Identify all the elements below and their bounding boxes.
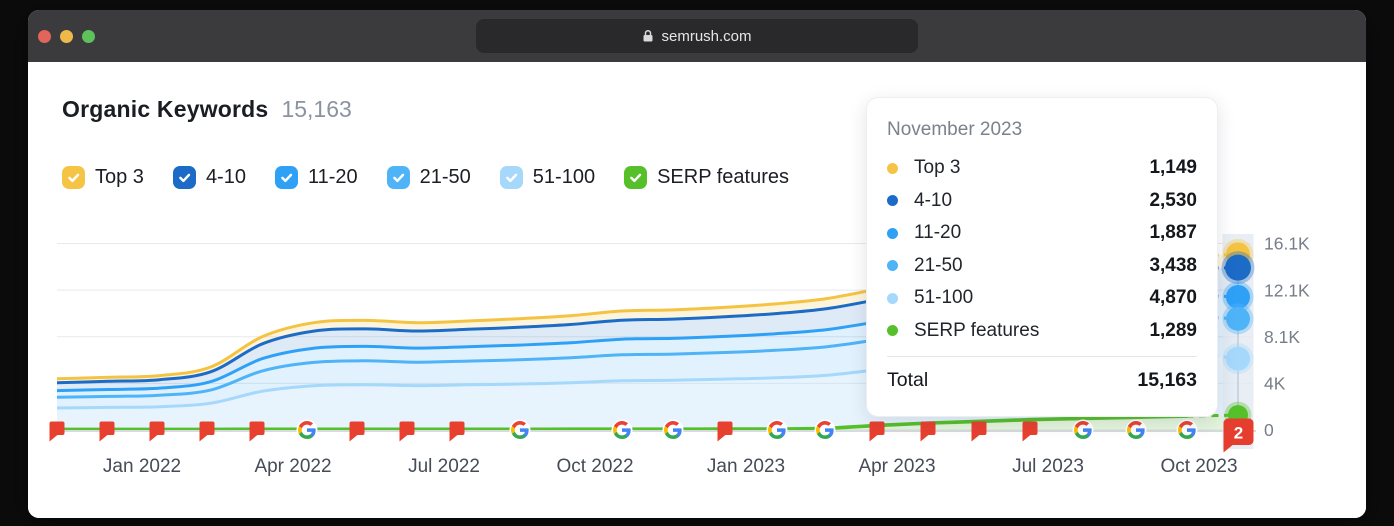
window-controls [38, 10, 95, 62]
keywords-total-count: 15,163 [281, 96, 352, 122]
legend-label: 4-10 [205, 166, 246, 188]
lock-icon [643, 29, 653, 42]
x-axis-tick-label: Jan 2023 [707, 456, 785, 477]
note-flag-icon[interactable] [399, 421, 415, 442]
svg-text:2: 2 [1234, 423, 1243, 442]
note-flag-icon[interactable] [99, 421, 115, 442]
series-dot-icon [887, 162, 898, 174]
legend-label: 21-50 [419, 166, 471, 188]
note-flag-icon[interactable] [1022, 421, 1038, 442]
y-axis-tick-label: 16.1K [1264, 234, 1310, 254]
tooltip-row: 21-50 3,438 [885, 250, 1197, 283]
legend-item-top-3[interactable]: Top 3 [62, 166, 144, 189]
note-flag-icon[interactable] [920, 421, 936, 442]
legend-label: SERP features [657, 166, 790, 188]
note-flag-icon[interactable] [349, 421, 365, 442]
legend-label: 11-20 [307, 166, 358, 188]
google-update-icon[interactable] [1072, 419, 1094, 441]
note-flag-icon[interactable] [49, 421, 65, 442]
checkbox-checked-icon[interactable] [62, 166, 85, 189]
checkbox-checked-icon[interactable] [274, 166, 298, 189]
legend-item-4-10[interactable]: 4-10 [172, 166, 246, 189]
x-axis-tick-label: Jul 2022 [408, 456, 480, 477]
legend-label: 51-100 [532, 166, 596, 188]
hover-point-marker-51-100 [1222, 343, 1254, 375]
hover-point-marker-4-10 [1221, 251, 1255, 285]
x-axis-tick-label: Oct 2022 [556, 456, 633, 477]
tooltip-total-row: Total 15,163 [887, 369, 1197, 391]
chart-legend: Top 3 4-10 11-20 21-50 51-100 SERP featu… [62, 166, 789, 189]
series-dot-icon [887, 325, 898, 337]
note-flag-icon[interactable] [971, 421, 987, 442]
url-text: semrush.com [661, 27, 752, 45]
hover-point-marker-11-20 [1222, 281, 1254, 313]
tooltip-month: November 2023 [887, 119, 1023, 140]
close-window-button[interactable] [38, 29, 51, 43]
legend-item-serp-features[interactable]: SERP features [624, 166, 789, 189]
google-update-icon[interactable] [509, 419, 531, 441]
tooltip-row: Top 3 1,149 [885, 152, 1197, 185]
note-flag-icon[interactable] [869, 421, 885, 442]
tooltip-row: 4-10 2,530 [885, 185, 1197, 218]
checkbox-checked-icon[interactable] [386, 166, 410, 189]
page-title: Organic Keywords [62, 96, 269, 122]
x-axis-tick-label: Oct 2023 [1160, 456, 1237, 477]
legend-item-51-100[interactable]: 51-100 [499, 166, 596, 189]
series-dot-icon [887, 195, 898, 207]
google-update-icon[interactable] [766, 419, 788, 441]
note-flag-icon[interactable] [717, 421, 733, 442]
tooltip-row: 11-20 1,887 [885, 217, 1197, 250]
y-axis-tick-label: 12.1K [1264, 280, 1310, 300]
google-update-icon[interactable] [1125, 419, 1147, 441]
y-axis-tick-label: 4K [1264, 374, 1286, 394]
chart-tooltip: November 2023 Top 3 1,149 4-10 2,530 11-… [866, 97, 1218, 417]
note-flag-icon[interactable] [149, 421, 165, 442]
y-axis-tick-label: 0 [1264, 420, 1274, 440]
legend-label: Top 3 [95, 166, 144, 188]
report-header: Organic Keywords 15,163 [62, 96, 352, 123]
google-update-icon[interactable] [662, 419, 684, 441]
tooltip-row: SERP features 1,289 [885, 315, 1197, 348]
zoom-window-button[interactable] [82, 29, 95, 43]
notes-count-badge[interactable]: 2 [1223, 418, 1254, 453]
note-flag-icon[interactable] [199, 421, 215, 442]
checkbox-checked-icon[interactable] [499, 166, 523, 189]
note-flag-icon[interactable] [449, 421, 465, 442]
minimize-window-button[interactable] [60, 29, 73, 43]
x-axis-tick-label: Jul 2023 [1012, 456, 1084, 477]
tooltip-divider [887, 356, 1197, 357]
x-axis-tick-label: Apr 2022 [254, 456, 331, 477]
checkbox-checked-icon[interactable] [172, 166, 196, 189]
series-dot-icon [887, 260, 898, 272]
google-update-icon[interactable] [1176, 419, 1198, 441]
address-bar[interactable]: semrush.com [476, 19, 918, 53]
series-dot-icon [887, 292, 898, 304]
series-dot-icon [887, 227, 898, 239]
area-band-serp-features [57, 415, 1238, 430]
hover-point-marker-21-50 [1222, 303, 1254, 335]
tooltip-row: 51-100 4,870 [885, 282, 1197, 315]
legend-item-11-20[interactable]: 11-20 [274, 166, 358, 189]
google-update-icon[interactable] [814, 419, 836, 441]
google-update-icon[interactable] [296, 419, 318, 441]
google-update-icon[interactable] [611, 419, 633, 441]
browser-titlebar: semrush.com [28, 10, 1366, 62]
y-axis-tick-label: 8.1K [1264, 327, 1300, 347]
note-flag-icon[interactable] [249, 421, 265, 442]
x-axis-tick-label: Jan 2022 [103, 456, 181, 477]
legend-item-21-50[interactable]: 21-50 [386, 166, 471, 189]
checkbox-checked-icon[interactable] [624, 166, 648, 189]
x-axis-tick-label: Apr 2023 [858, 456, 935, 477]
